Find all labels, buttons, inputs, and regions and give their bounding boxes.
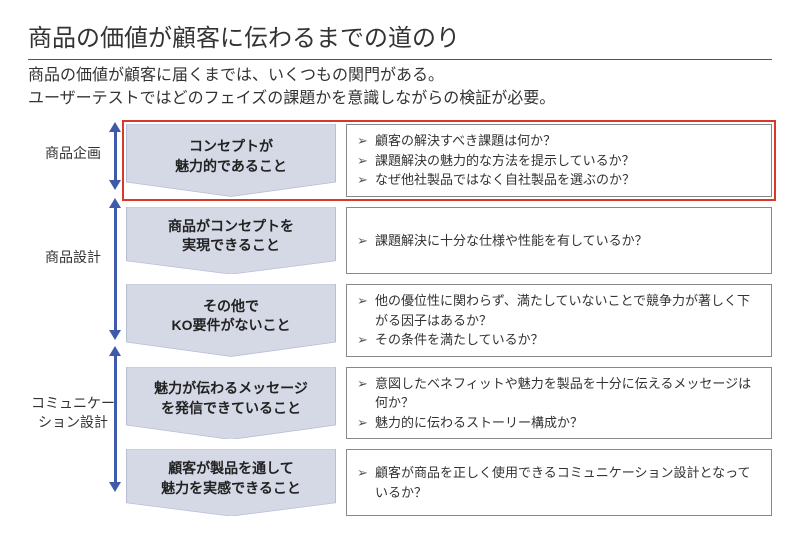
question-item: 他の優位性に関わらず、満たしていないことで競争力が著しく下がる因子はあるか？: [357, 291, 761, 330]
question-item: 課題解決の魅力的な方法を提示しているか？: [357, 151, 761, 171]
slide: 商品の価値が顧客に伝わるまでの道のり 商品の価値が顧客に届くまでは、いくつもの関…: [0, 0, 800, 526]
stage-row: 魅力が伝わるメッセージを発信できていること意図したベネフィットや魅力を製品を十分…: [126, 367, 772, 440]
question-item: その条件を満たしているか？: [357, 330, 761, 350]
stage-chevron: 魅力が伝わるメッセージを発信できていること: [126, 367, 336, 440]
subtitle-line: 商品の価値が顧客に届くまでは、いくつもの関門がある。: [28, 64, 772, 87]
phase-label: 商品企画: [28, 144, 118, 162]
stage-chevron: その他でKO要件がないこと: [126, 284, 336, 357]
stage-chevron-text: コンセプトが魅力的であること: [175, 137, 287, 176]
question-box: 顧客の解決すべき課題は何か？課題解決の魅力的な方法を提示しているか？なぜ他社製品…: [346, 124, 772, 197]
stage-chevron-text: 商品がコンセプトを実現できること: [168, 217, 294, 256]
question-item: 意図したベネフィットや魅力を製品を十分に伝えるメッセージは何か？: [357, 374, 761, 413]
stage-row: その他でKO要件がないこと 他の優位性に関わらず、満たしていないことで競争力が著し…: [126, 284, 772, 357]
question-box: 顧客が商品を正しく使用できるコミュニケーション設計となっているか？: [346, 449, 772, 516]
phase-range-arrow: [114, 124, 117, 188]
rows-column: コンセプトが魅力的であること 顧客の解決すべき課題は何か？課題解決の魅力的な方法を…: [126, 124, 772, 516]
subtitle-line: ユーザーテストではどのフェイズの課題かを意識しながらの検証が必要。: [28, 87, 772, 110]
question-item: なぜ他社製品ではなく自社製品を選ぶのか？: [357, 170, 761, 190]
stage-chevron: コンセプトが魅力的であること: [126, 124, 336, 197]
stage-row: コンセプトが魅力的であること 顧客の解決すべき課題は何か？課題解決の魅力的な方法を…: [126, 124, 772, 197]
stage-row: 顧客が製品を通して魅力を実感できること 顧客が商品を正しく使用できるコミュニケーシ…: [126, 449, 772, 516]
stage-chevron-text: 顧客が製品を通して魅力を実感できること: [161, 459, 301, 498]
question-item: 課題解決に十分な仕様や性能を有しているか？: [357, 231, 761, 251]
phase-range-arrow: [114, 200, 117, 338]
question-box: 課題解決に十分な仕様や性能を有しているか？: [346, 207, 772, 274]
stage-chevron-text: その他でKO要件がないこと: [172, 297, 291, 336]
phase-label: 商品設計: [28, 248, 118, 266]
stage-chevron: 顧客が製品を通して魅力を実感できること: [126, 449, 336, 516]
question-box: 意図したベネフィットや魅力を製品を十分に伝えるメッセージは何か？魅力的に伝わるス…: [346, 367, 772, 440]
question-item: 顧客が商品を正しく使用できるコミュニケーション設計となっているか？: [357, 463, 761, 502]
phase-group-highlighted: コンセプトが魅力的であること 顧客の解決すべき課題は何か？課題解決の魅力的な方法を…: [124, 122, 774, 199]
question-item: 顧客の解決すべき課題は何か？: [357, 131, 761, 151]
slide-title: 商品の価値が顧客に伝わるまでの道のり: [28, 18, 772, 60]
stage-row: 商品がコンセプトを実現できること 課題解決に十分な仕様や性能を有しているか？: [126, 207, 772, 274]
question-item: 魅力的に伝わるストーリー構成か？: [357, 413, 761, 433]
phase-range-arrow: [114, 348, 117, 490]
stage-chevron-text: 魅力が伝わるメッセージを発信できていること: [154, 379, 308, 418]
phase-group: 魅力が伝わるメッセージを発信できていること意図したベネフィットや魅力を製品を十分…: [126, 367, 772, 517]
phase-group: 商品がコンセプトを実現できること 課題解決に十分な仕様や性能を有しているか？ その…: [126, 207, 772, 357]
stage-chevron: 商品がコンセプトを実現できること: [126, 207, 336, 274]
phase-labels-column: 商品企画商品設計コミュニケーション設計: [28, 124, 118, 516]
question-box: 他の優位性に関わらず、満たしていないことで競争力が著しく下がる因子はあるか？その…: [346, 284, 772, 357]
diagram-body: 商品企画商品設計コミュニケーション設計 コンセプトが魅力的であること 顧客の解決す…: [28, 124, 772, 516]
slide-subtitle: 商品の価値が顧客に届くまでは、いくつもの関門がある。 ユーザーテストではどのフェ…: [28, 64, 772, 110]
phase-label: コミュニケーション設計: [28, 394, 118, 430]
